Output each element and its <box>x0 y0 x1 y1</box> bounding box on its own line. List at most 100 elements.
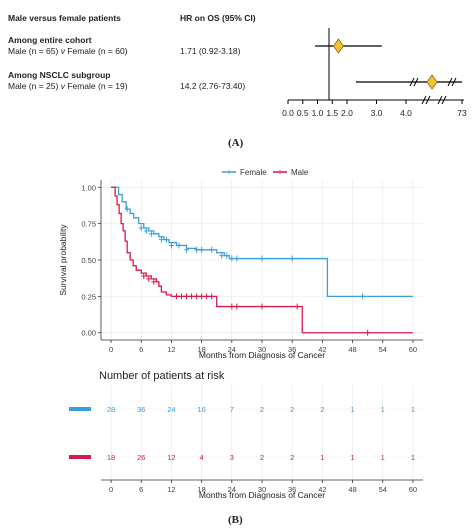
forest-axis-break-b-1 <box>441 95 447 105</box>
risk-value-male-6: 2 <box>290 453 294 462</box>
forest-tick-label-3: 1.5 <box>326 108 338 118</box>
forest-row-1-hr: 1.71 (0.92-3.18) <box>180 46 241 56</box>
risk-tick-label-x-6: 36 <box>288 485 296 494</box>
km-censor-male-7 <box>194 293 200 300</box>
km-censor-female-4 <box>158 236 164 243</box>
risk-value-male-3: 4 <box>200 453 204 462</box>
forest-header-left: Male versus female patients <box>8 13 121 23</box>
km-tick-label-y-4: 1.00 <box>81 183 96 192</box>
km-censor-female-7 <box>176 242 182 249</box>
risk-tick-label-x-3: 18 <box>197 485 205 494</box>
forest-point-0 <box>333 38 344 54</box>
km-censor-male-8 <box>199 293 205 300</box>
km-censor-female-2 <box>143 227 149 234</box>
km-censor-male-0 <box>141 273 147 279</box>
forest-axis-break-a-0 <box>421 95 427 105</box>
km-tick-label-y-3: 0.75 <box>81 220 96 229</box>
risk-value-female-8: 1 <box>350 405 354 414</box>
legend-male-label: Male <box>291 168 309 177</box>
risk-female-swatch <box>69 407 91 411</box>
km-censor-female-1 <box>138 225 144 231</box>
km-chart: + Female + Male 0 6 12 18 24 30 36 42 48 54 600.00… <box>58 167 423 500</box>
risk-value-male-7: 1 <box>320 453 324 462</box>
km-censor-female-3 <box>148 230 154 237</box>
forest-tick-label-1: 0.5 <box>297 108 309 118</box>
risk-value-male-10: 1 <box>411 453 415 462</box>
km-censor-male-14 <box>294 303 300 310</box>
km-censor-female-17 <box>289 255 295 262</box>
forest-tick-label-2: 1.0 <box>312 108 324 118</box>
risk-value-female-6: 2 <box>290 405 294 414</box>
forest-ci-break-a-1-1 <box>447 77 453 87</box>
km-line-male <box>111 186 413 334</box>
risk-value-male-8: 1 <box>350 453 354 462</box>
forest-ci-break-b-1-0 <box>413 77 419 87</box>
risk-tick-label-x-5: 30 <box>258 485 266 494</box>
risk-x-axis-label: Months from Diagnosis of Cancer <box>199 490 325 500</box>
risk-value-male-5: 2 <box>260 453 264 462</box>
km-censor-female-14 <box>229 255 235 262</box>
forest-tick-label-0: 0.0 <box>282 108 294 118</box>
km-censor-female-12 <box>219 252 225 259</box>
forest-ci-break-a-1-0 <box>409 77 415 87</box>
risk-value-female-5: 2 <box>260 405 264 414</box>
risk-value-female-1: 36 <box>137 405 145 414</box>
km-censor-female-9 <box>194 246 200 253</box>
risk-tick-label-x-7: 42 <box>318 485 326 494</box>
km-censor-male-2 <box>151 278 157 285</box>
km-censor-male-4 <box>179 293 184 300</box>
km-censor-female-8 <box>184 246 190 253</box>
forest-row-1-group: Among entire cohort <box>8 35 92 45</box>
forest-point-1 <box>426 74 438 90</box>
km-censor-female-11 <box>209 246 215 253</box>
km-censor-male-5 <box>184 293 190 300</box>
risk-value-male-1: 26 <box>137 453 145 462</box>
risk-value-female-2: 24 <box>167 405 175 414</box>
panel-b-label: (B) <box>228 514 243 526</box>
km-censor-female-13 <box>224 252 230 259</box>
km-censor-female-5 <box>163 236 169 243</box>
risk-tick-label-x-1: 6 <box>139 485 143 494</box>
forest-tick-label-6: 4.0 <box>400 108 412 118</box>
risk-value-male-9: 1 <box>381 453 385 462</box>
risk-value-male-0: 18 <box>107 453 115 462</box>
km-tick-label-x-10: 60 <box>409 345 417 354</box>
km-censor-male-12 <box>234 303 240 310</box>
km-tick-label-x-7: 42 <box>318 345 326 354</box>
risk-value-female-7: 2 <box>320 405 324 414</box>
forest-header-right: HR on OS (95% CI) <box>180 13 256 23</box>
km-censor-male-15 <box>365 329 371 336</box>
km-x-axis-label: Months from Diagnosis of Cancer <box>199 350 325 360</box>
km-tick-label-y-1: 0.25 <box>81 292 96 301</box>
forest-row-1-comparison: Male (n = 65) v Female (n = 60) <box>8 46 128 56</box>
km-tick-label-x-5: 30 <box>258 345 266 354</box>
km-tick-label-x-9: 54 <box>379 345 387 354</box>
forest-row-2-comparison: Male (n = 25) v Female (n = 19) <box>8 81 128 91</box>
legend-female-label: Female <box>240 168 267 177</box>
forest-tick-label-4: 2.0 <box>341 108 353 118</box>
legend-male-marker: + <box>277 167 282 177</box>
km-censor-male-3 <box>173 293 179 300</box>
km-tick-label-x-3: 18 <box>197 345 205 354</box>
forest-row-2-hr: 14.2 (2.76-73.40) <box>180 81 246 91</box>
km-tick-label-y-2: 0.50 <box>81 256 96 265</box>
km-censor-female-16 <box>259 255 265 262</box>
risk-tick-label-x-8: 48 <box>348 485 356 494</box>
forest-tick-label-7: 73 <box>457 108 467 118</box>
km-censor-female-6 <box>168 242 174 249</box>
risk-value-female-9: 1 <box>381 405 385 414</box>
km-legend: + Female + Male <box>222 167 309 177</box>
km-censor-female-0 <box>124 206 130 213</box>
forest-axis-break-a-1 <box>437 95 443 105</box>
km-censor-female-15 <box>234 255 240 262</box>
risk-value-male-2: 12 <box>167 453 175 462</box>
forest-ci-break-b-1-1 <box>451 77 457 87</box>
risk-tick-label-x-0: 0 <box>109 485 113 494</box>
forest-plot: 0.0 0.5 1.0 1.5 2.0 3.0 4.0 73 <box>282 28 467 118</box>
risk-tick-label-x-9: 54 <box>379 485 387 494</box>
risk-male-swatch <box>69 455 91 459</box>
km-censor-male-1 <box>146 275 152 282</box>
km-tick-label-x-6: 36 <box>288 345 296 354</box>
risk-tick-label-x-4: 24 <box>228 485 236 494</box>
risk-tick-label-x-2: 12 <box>167 485 175 494</box>
